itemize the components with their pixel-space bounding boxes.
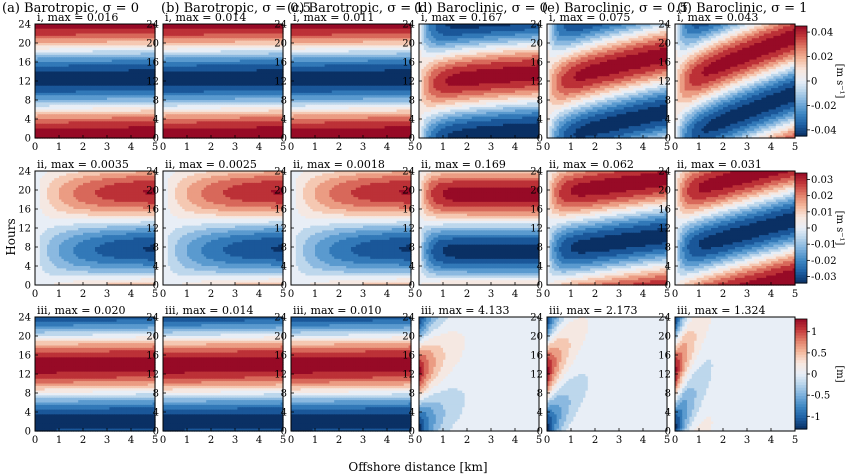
x-axis-label: Offshore distance [km] <box>348 460 487 474</box>
y-axis-label: Hours <box>4 218 18 255</box>
figure: (a) Barotropic, σ = 0 (b) Barotropic, σ … <box>0 0 850 474</box>
